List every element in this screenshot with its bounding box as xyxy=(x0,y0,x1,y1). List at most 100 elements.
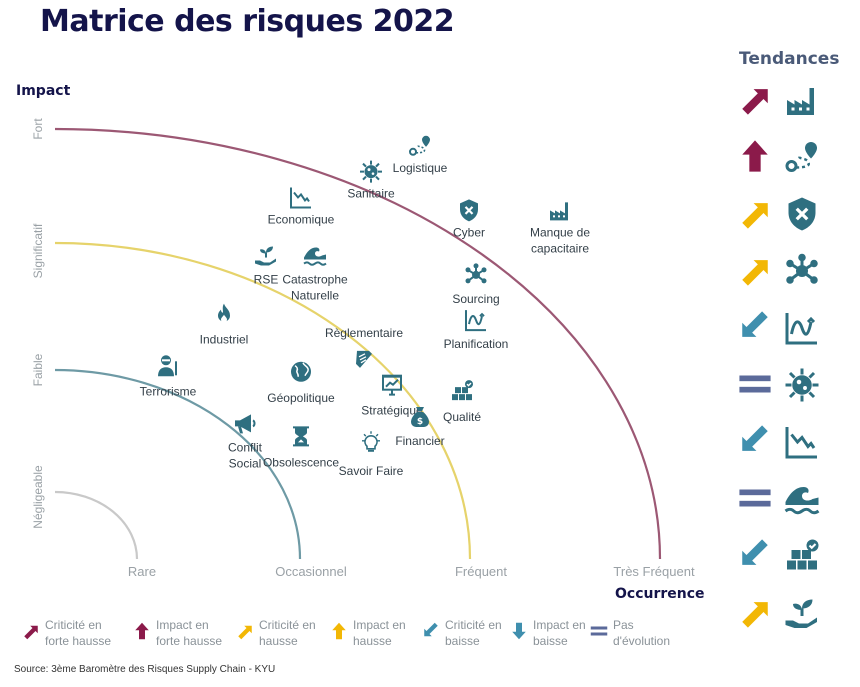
trend-row xyxy=(742,311,819,345)
legend-label: Impact en baisse xyxy=(533,618,586,648)
legend-item: Pas d'évolution xyxy=(590,618,670,648)
terrorist-icon xyxy=(158,355,177,377)
risk-point-label: Planification xyxy=(444,337,509,351)
y-tick-label: Significatif xyxy=(31,223,45,278)
legend-label: Pas d'évolution xyxy=(613,618,670,648)
boxes-icon xyxy=(785,538,820,571)
legend-item: Impact en hausse xyxy=(332,618,406,648)
y-tick-label: Fort xyxy=(31,118,45,140)
wave-icon xyxy=(303,246,327,266)
trend-row xyxy=(739,367,820,403)
trend-row xyxy=(742,88,814,115)
y-axis-title: Impact xyxy=(16,83,71,99)
legend-item: Criticité en baisse xyxy=(424,618,502,648)
arrow-criticite-hausse-icon xyxy=(742,203,768,229)
equal-icon xyxy=(739,489,771,507)
risk-point-label: Sanitaire xyxy=(347,187,395,201)
wave-icon xyxy=(784,485,820,515)
equal-icon xyxy=(590,626,608,636)
risk-point: Sanitaire xyxy=(347,159,395,201)
x-axis-title: Occurrence xyxy=(615,586,705,602)
hourglass-icon xyxy=(293,426,309,447)
source-note: Source: 3ème Baromètre des Risques Suppl… xyxy=(14,664,275,675)
virus-icon xyxy=(359,159,383,184)
risk-point: Sourcing xyxy=(452,262,500,306)
network-icon xyxy=(464,262,488,285)
risk-point: Qualité xyxy=(443,379,481,424)
trend-row xyxy=(742,196,818,232)
risk-point-label: Financier xyxy=(395,434,444,448)
curve-significatif xyxy=(54,241,472,560)
risk-point: Cyber xyxy=(453,198,485,239)
lightbulb-icon xyxy=(361,430,381,453)
risk-point-label: Terrorisme xyxy=(140,384,197,398)
y-tick-label: Faible xyxy=(31,353,45,386)
risk-point-label: Economique xyxy=(268,212,335,226)
trend-row xyxy=(742,253,820,286)
risk-point: Obsolescence xyxy=(263,426,339,469)
risk-point-label: Stratégique xyxy=(361,404,423,418)
curve-faible xyxy=(54,368,302,560)
risk-point: Manque de capacitaire xyxy=(530,202,590,255)
page-title: Matrice des risques 2022 xyxy=(40,4,455,39)
risk-point-label: Savoir Faire xyxy=(339,464,404,478)
arrow-criticite-hausse-icon xyxy=(238,625,252,640)
risk-point: Logistique xyxy=(393,134,448,175)
trend-row xyxy=(742,140,819,172)
risk-point: Géopolitique xyxy=(267,361,335,405)
wave-chart-icon xyxy=(785,311,819,345)
x-tick-labels: Rare Occasionnel Fréquent Très Fréquent xyxy=(128,564,695,579)
curve-negligeable xyxy=(54,490,139,560)
risk-point-label: Sourcing xyxy=(452,292,499,306)
logistics-route-icon xyxy=(409,134,431,156)
factory-icon xyxy=(787,88,814,115)
trends-title: Tendances xyxy=(739,49,839,69)
x-tick-label: Très Fréquent xyxy=(613,564,695,579)
legend-item: Criticité en hausse xyxy=(238,618,316,648)
x-tick-label: Rare xyxy=(128,564,156,579)
risk-point-label: Manque de capacitaire xyxy=(530,225,590,255)
arrow-impact-forte-hausse-icon xyxy=(742,140,768,172)
arrow-criticite-baisse-icon xyxy=(742,311,768,337)
arrow-criticite-forte-hausse-icon xyxy=(742,89,768,115)
arrow-criticite-baisse-icon xyxy=(742,425,768,451)
risk-point: Planification xyxy=(444,309,509,351)
arrow-criticite-baisse-icon xyxy=(424,622,438,637)
arrow-impact-hausse-icon xyxy=(332,622,346,640)
risk-point-label: Géopolitique xyxy=(267,391,335,405)
declining-chart-icon xyxy=(785,425,819,459)
risk-point: Savoir Faire xyxy=(339,430,404,478)
arrow-impact-baisse-icon xyxy=(512,622,526,640)
legend-label: Criticité en forte hausse xyxy=(45,618,111,648)
risk-point-label: Logistique xyxy=(393,161,448,175)
risk-point: Catastrophe Naturelle xyxy=(282,246,348,303)
risk-point-label: Industriel xyxy=(200,333,249,347)
factory-icon xyxy=(550,202,568,221)
risk-point-label: Règlementaire xyxy=(325,326,403,340)
legend-label: Criticité en baisse xyxy=(445,618,502,648)
legend-label: Criticité en hausse xyxy=(259,618,316,648)
legend-item: Impact en baisse xyxy=(512,618,586,648)
presentation-icon xyxy=(381,373,403,396)
legend-item: Impact en forte hausse xyxy=(135,618,222,648)
boxes-icon xyxy=(451,379,474,401)
arrow-criticite-forte-hausse-icon xyxy=(24,625,38,640)
globe-icon xyxy=(290,361,312,383)
plant-hand-icon xyxy=(254,245,277,267)
legend: Criticité en forte hausse Impact en forte h… xyxy=(24,618,670,648)
risk-point: Stratégique xyxy=(361,373,423,418)
fire-icon xyxy=(218,303,230,323)
risk-point-label: RSE xyxy=(254,273,279,287)
legend-item: Criticité en forte hausse xyxy=(24,618,111,648)
risk-point-label: Obsolescence xyxy=(263,455,339,469)
legend-label: Impact en forte hausse xyxy=(156,618,222,648)
megaphone-icon xyxy=(234,413,256,435)
trend-row xyxy=(739,485,820,515)
x-tick-label: Fréquent xyxy=(455,564,507,579)
risk-point-label: Cyber xyxy=(453,225,485,239)
trends-column xyxy=(739,88,820,630)
curve-fort xyxy=(54,127,662,560)
network-icon xyxy=(784,253,820,286)
trend-row xyxy=(742,425,819,459)
